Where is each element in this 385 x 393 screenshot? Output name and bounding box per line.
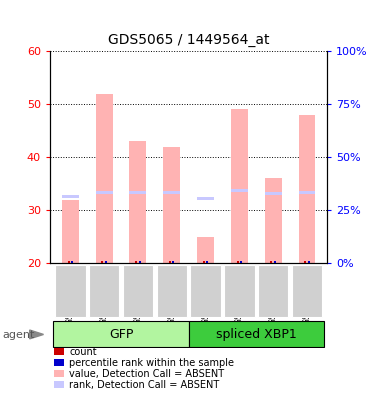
Bar [172,261,174,263]
Bar [105,261,107,263]
FancyBboxPatch shape [123,265,153,318]
Bar [129,141,146,263]
Bar [68,261,70,263]
Bar [240,261,242,263]
Bar [101,261,104,263]
Text: rank, Detection Call = ABSENT: rank, Detection Call = ABSENT [69,380,219,390]
Bar [96,191,112,194]
Bar [298,191,315,194]
Bar [62,195,79,198]
Title: GDS5065 / 1449564_at: GDS5065 / 1449564_at [108,33,270,47]
FancyBboxPatch shape [258,265,288,318]
Bar [298,115,315,263]
Bar [135,261,137,263]
Bar [265,178,281,263]
Bar [203,261,205,263]
Bar [231,189,248,192]
Bar [169,261,171,263]
FancyBboxPatch shape [55,265,85,318]
FancyBboxPatch shape [54,321,189,347]
Text: GFP: GFP [109,327,133,341]
Bar [71,261,73,263]
Bar [270,261,273,263]
Bar [265,192,281,195]
Bar [308,261,310,263]
Text: percentile rank within the sample: percentile rank within the sample [69,358,234,368]
FancyBboxPatch shape [224,265,254,318]
FancyBboxPatch shape [292,265,322,318]
FancyBboxPatch shape [89,265,119,318]
Bar [274,261,276,263]
Bar [197,237,214,263]
FancyBboxPatch shape [189,321,324,347]
Text: agent: agent [2,330,34,340]
Bar [197,197,214,200]
Bar [96,94,112,263]
Bar [231,109,248,263]
Text: spliced XBP1: spliced XBP1 [216,327,296,341]
Bar [206,261,208,263]
Text: count: count [69,347,97,357]
Bar [304,261,306,263]
FancyBboxPatch shape [157,265,187,318]
FancyBboxPatch shape [190,265,221,318]
Bar [163,147,180,263]
Polygon shape [30,330,44,339]
Bar [129,191,146,194]
Bar [62,200,79,263]
Bar [237,261,239,263]
Bar [163,191,180,194]
Bar [139,261,141,263]
Text: value, Detection Call = ABSENT: value, Detection Call = ABSENT [69,369,224,379]
